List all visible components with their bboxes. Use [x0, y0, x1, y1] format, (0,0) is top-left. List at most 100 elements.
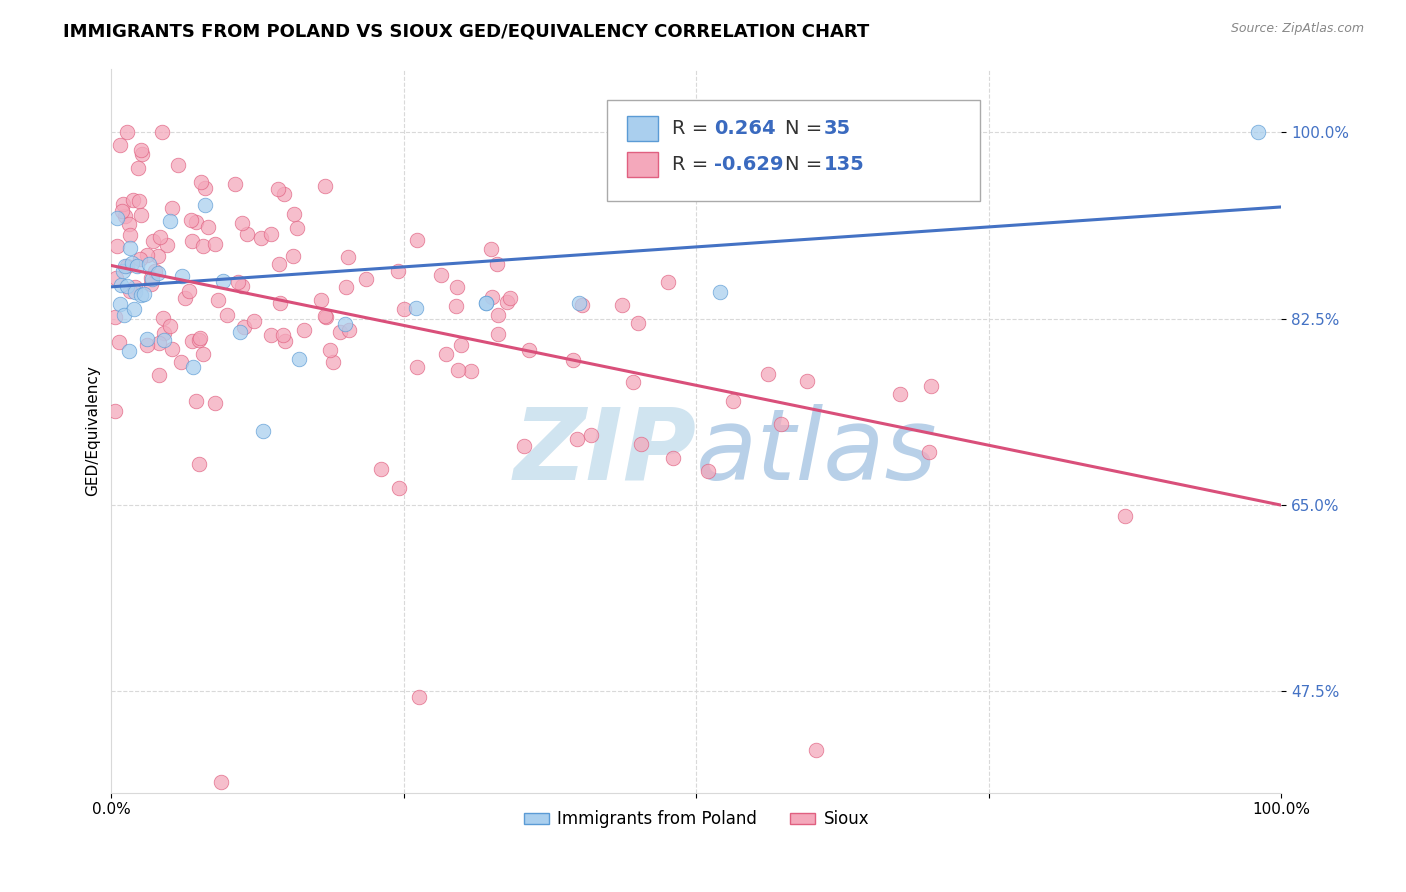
Point: [115, 278, 138, 293]
Point: [285, 221, 308, 235]
Point: [243, 313, 266, 327]
Point: [229, 325, 252, 339]
Point: [314, 310, 336, 324]
Point: [190, 175, 212, 189]
Point: [121, 256, 143, 270]
Point: [434, 347, 457, 361]
Point: [565, 432, 588, 446]
Point: [444, 299, 467, 313]
Point: [148, 267, 170, 281]
Point: [1114, 508, 1136, 523]
Point: [499, 291, 522, 305]
Point: [152, 125, 174, 139]
Point: [211, 274, 233, 288]
Point: [120, 241, 142, 255]
Point: [209, 775, 232, 789]
Point: [517, 343, 540, 357]
Legend: Immigrants from Poland, Sioux: Immigrants from Poland, Sioux: [517, 804, 876, 835]
Point: [148, 368, 170, 382]
Point: [405, 301, 427, 315]
Point: [662, 451, 685, 466]
Point: [231, 278, 253, 293]
Point: [160, 201, 183, 215]
Point: [111, 196, 134, 211]
Point: [120, 228, 142, 243]
Text: -0.629: -0.629: [714, 154, 783, 174]
Point: [135, 247, 157, 261]
Point: [159, 214, 181, 228]
Point: [148, 335, 170, 350]
Point: [170, 355, 193, 369]
Point: [115, 260, 138, 274]
Point: [231, 216, 253, 230]
Point: [138, 257, 160, 271]
Text: 135: 135: [824, 154, 865, 174]
Point: [177, 284, 200, 298]
Point: [107, 239, 129, 253]
Point: [181, 234, 204, 248]
Point: [134, 286, 156, 301]
Point: [104, 404, 127, 418]
Point: [450, 338, 472, 352]
Point: [193, 238, 215, 252]
Point: [135, 332, 157, 346]
Point: [141, 234, 163, 248]
Point: [141, 272, 163, 286]
Point: [314, 178, 336, 193]
Text: R =: R =: [672, 154, 714, 174]
Point: [387, 264, 409, 278]
Point: [193, 347, 215, 361]
Point: [513, 439, 536, 453]
Point: [127, 259, 149, 273]
Point: [187, 458, 209, 472]
Point: [194, 198, 217, 212]
Point: [283, 207, 305, 221]
Point: [627, 316, 650, 330]
Point: [311, 293, 333, 307]
Point: [167, 158, 190, 172]
Point: [1247, 125, 1270, 139]
Point: [252, 424, 274, 438]
Point: [149, 230, 172, 244]
Point: [181, 359, 204, 374]
Point: [430, 268, 453, 282]
Point: [917, 445, 939, 459]
Point: [568, 295, 591, 310]
Point: [148, 249, 170, 263]
Point: [756, 367, 779, 381]
Point: [108, 335, 131, 350]
Point: [160, 342, 183, 356]
Point: [188, 331, 211, 345]
Point: [226, 275, 249, 289]
Point: [479, 242, 502, 256]
Text: N =: N =: [785, 119, 828, 138]
Point: [118, 217, 141, 231]
Point: [610, 298, 633, 312]
Point: [204, 396, 226, 410]
Point: [186, 393, 208, 408]
Point: [481, 289, 503, 303]
Point: [111, 204, 134, 219]
Point: [114, 209, 136, 223]
Point: [495, 295, 517, 310]
Point: [287, 352, 309, 367]
Point: [174, 291, 197, 305]
Text: ZIP: ZIP: [513, 404, 696, 500]
Point: [122, 193, 145, 207]
Point: [139, 277, 162, 292]
Point: [354, 272, 377, 286]
Text: 0.264: 0.264: [714, 119, 776, 138]
Point: [118, 344, 141, 359]
Point: [335, 280, 357, 294]
Point: [139, 271, 162, 285]
Point: [271, 328, 294, 343]
Point: [446, 280, 468, 294]
Point: [129, 287, 152, 301]
Y-axis label: GED/Equivalency: GED/Equivalency: [86, 365, 100, 496]
Point: [186, 215, 208, 229]
Text: Source: ZipAtlas.com: Source: ZipAtlas.com: [1230, 22, 1364, 36]
Point: [696, 464, 718, 478]
Point: [129, 252, 152, 266]
Point: [108, 296, 131, 310]
Point: [105, 271, 128, 285]
